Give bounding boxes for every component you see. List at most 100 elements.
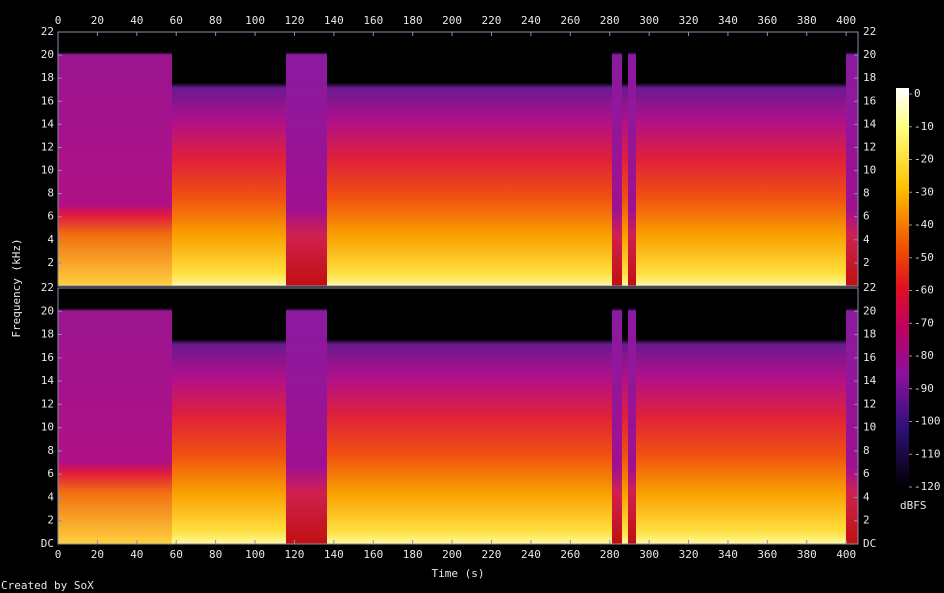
y-tick-label: 10 [863, 164, 876, 177]
spectrogram-region [636, 288, 846, 544]
y-tick-label: 16 [41, 94, 54, 107]
y-tick-label: 6 [47, 467, 54, 480]
x-tick-label: 220 [482, 14, 502, 27]
colorbar-tick-label: -60 [914, 284, 934, 297]
y-tick-label: 10 [863, 421, 876, 434]
y-tick-label: 22 [863, 25, 876, 38]
x-tick-label: 300 [639, 548, 659, 561]
x-tick-label: 380 [797, 14, 817, 27]
x-tick-label: 20 [91, 548, 104, 561]
x-tick-label: 120 [285, 14, 305, 27]
x-tick-label: 260 [560, 14, 580, 27]
spectrogram-region [612, 288, 622, 544]
colorbar-tick-label: -40 [914, 218, 934, 231]
x-tick-label: 320 [679, 14, 699, 27]
x-tick-label: 120 [285, 548, 305, 561]
x-tick-label: 380 [797, 548, 817, 561]
colorbar-tick-label: -30 [914, 185, 934, 198]
y-tick-label: 8 [47, 444, 54, 457]
y-tick-label: 18 [41, 328, 54, 341]
y-tick-label: 16 [863, 351, 876, 364]
y-tick-label: 16 [41, 351, 54, 364]
colorbar-label: dBFS [900, 499, 927, 512]
spectrogram-region [622, 288, 628, 544]
spectrogram-region [846, 32, 858, 286]
y-tick-label: 20 [41, 48, 54, 61]
y-tick-label: 12 [863, 397, 876, 410]
colorbar-tick-label: -50 [914, 251, 934, 264]
x-tick-label: 360 [757, 548, 777, 561]
y-tick-label: 20 [41, 304, 54, 317]
colorbar-tick-label: -70 [914, 316, 934, 329]
x-tick-label: 0 [55, 548, 62, 561]
spectrogram-region [327, 32, 612, 286]
x-tick-label: 60 [170, 548, 183, 561]
x-tick-label: 20 [91, 14, 104, 27]
y-tick-label: 4 [47, 490, 54, 503]
x-tick-label: 80 [209, 14, 222, 27]
y-tick-label: 12 [41, 397, 54, 410]
y-tick-label: 22 [41, 25, 54, 38]
x-tick-label: 260 [560, 548, 580, 561]
x-tick-label: 240 [521, 548, 541, 561]
spectrogram-region [172, 288, 286, 544]
spectrogram-region [636, 32, 846, 286]
spectrogram-region [622, 32, 628, 286]
y-tick-label: 8 [863, 444, 870, 457]
x-tick-label: 340 [718, 14, 738, 27]
x-tick-label: 320 [679, 548, 699, 561]
y-tick-label: 22 [863, 281, 876, 294]
spectrogram-region [286, 288, 327, 544]
x-tick-label: 280 [600, 14, 620, 27]
y-tick-label: 8 [47, 187, 54, 200]
x-tick-label: 220 [482, 548, 502, 561]
x-tick-label: 280 [600, 548, 620, 561]
x-tick-label: 100 [245, 548, 265, 561]
y-tick-label: 8 [863, 187, 870, 200]
spectrogram-region [612, 32, 622, 286]
x-tick-label: 340 [718, 548, 738, 561]
spectrogram-region [846, 288, 858, 544]
colorbar-tick-label: -20 [914, 153, 934, 166]
colorbar-tick-label: -110 [914, 447, 941, 460]
x-tick-label: 200 [442, 548, 462, 561]
spectrogram-region [58, 32, 172, 286]
y-tick-label: 6 [47, 210, 54, 223]
y-tick-label: 4 [863, 490, 870, 503]
x-tick-label: 180 [403, 14, 423, 27]
y-tick-label: 12 [863, 140, 876, 153]
y-tick-label: 6 [863, 210, 870, 223]
y-tick-label: DC [863, 537, 876, 550]
y-tick-label: 14 [41, 117, 55, 130]
y-tick-label: 12 [41, 140, 54, 153]
x-tick-label: 40 [130, 548, 143, 561]
spectrogram-region [172, 32, 286, 286]
x-tick-label: 60 [170, 14, 183, 27]
spectrogram-region [628, 32, 636, 286]
x-tick-label: 100 [245, 14, 265, 27]
y-tick-label: 22 [41, 281, 54, 294]
colorbar-tick-label: -10 [914, 120, 934, 133]
x-tick-label: 140 [324, 14, 344, 27]
panel-frame [57, 31, 859, 287]
y-tick-label: 2 [47, 256, 54, 269]
y-tick-label: 14 [863, 374, 877, 387]
x-tick-label: 80 [209, 548, 222, 561]
y-tick-label: 20 [863, 48, 876, 61]
x-tick-label: 400 [836, 548, 856, 561]
y-tick-label: 18 [863, 328, 876, 341]
y-tick-label: 6 [863, 467, 870, 480]
colorbar [896, 88, 909, 487]
x-tick-label: 360 [757, 14, 777, 27]
panel-frame [57, 287, 859, 545]
y-tick-label: DC [41, 537, 54, 550]
x-tick-label: 160 [363, 548, 383, 561]
y-tick-label: 10 [41, 421, 54, 434]
colorbar-tick-label: -90 [914, 382, 934, 395]
spectrogram-region [286, 32, 327, 286]
y-tick-label: 14 [41, 374, 55, 387]
spectrogram-region [327, 288, 612, 544]
y-tick-label: 2 [47, 514, 54, 527]
colorbar-tick-label: 0 [914, 87, 921, 100]
